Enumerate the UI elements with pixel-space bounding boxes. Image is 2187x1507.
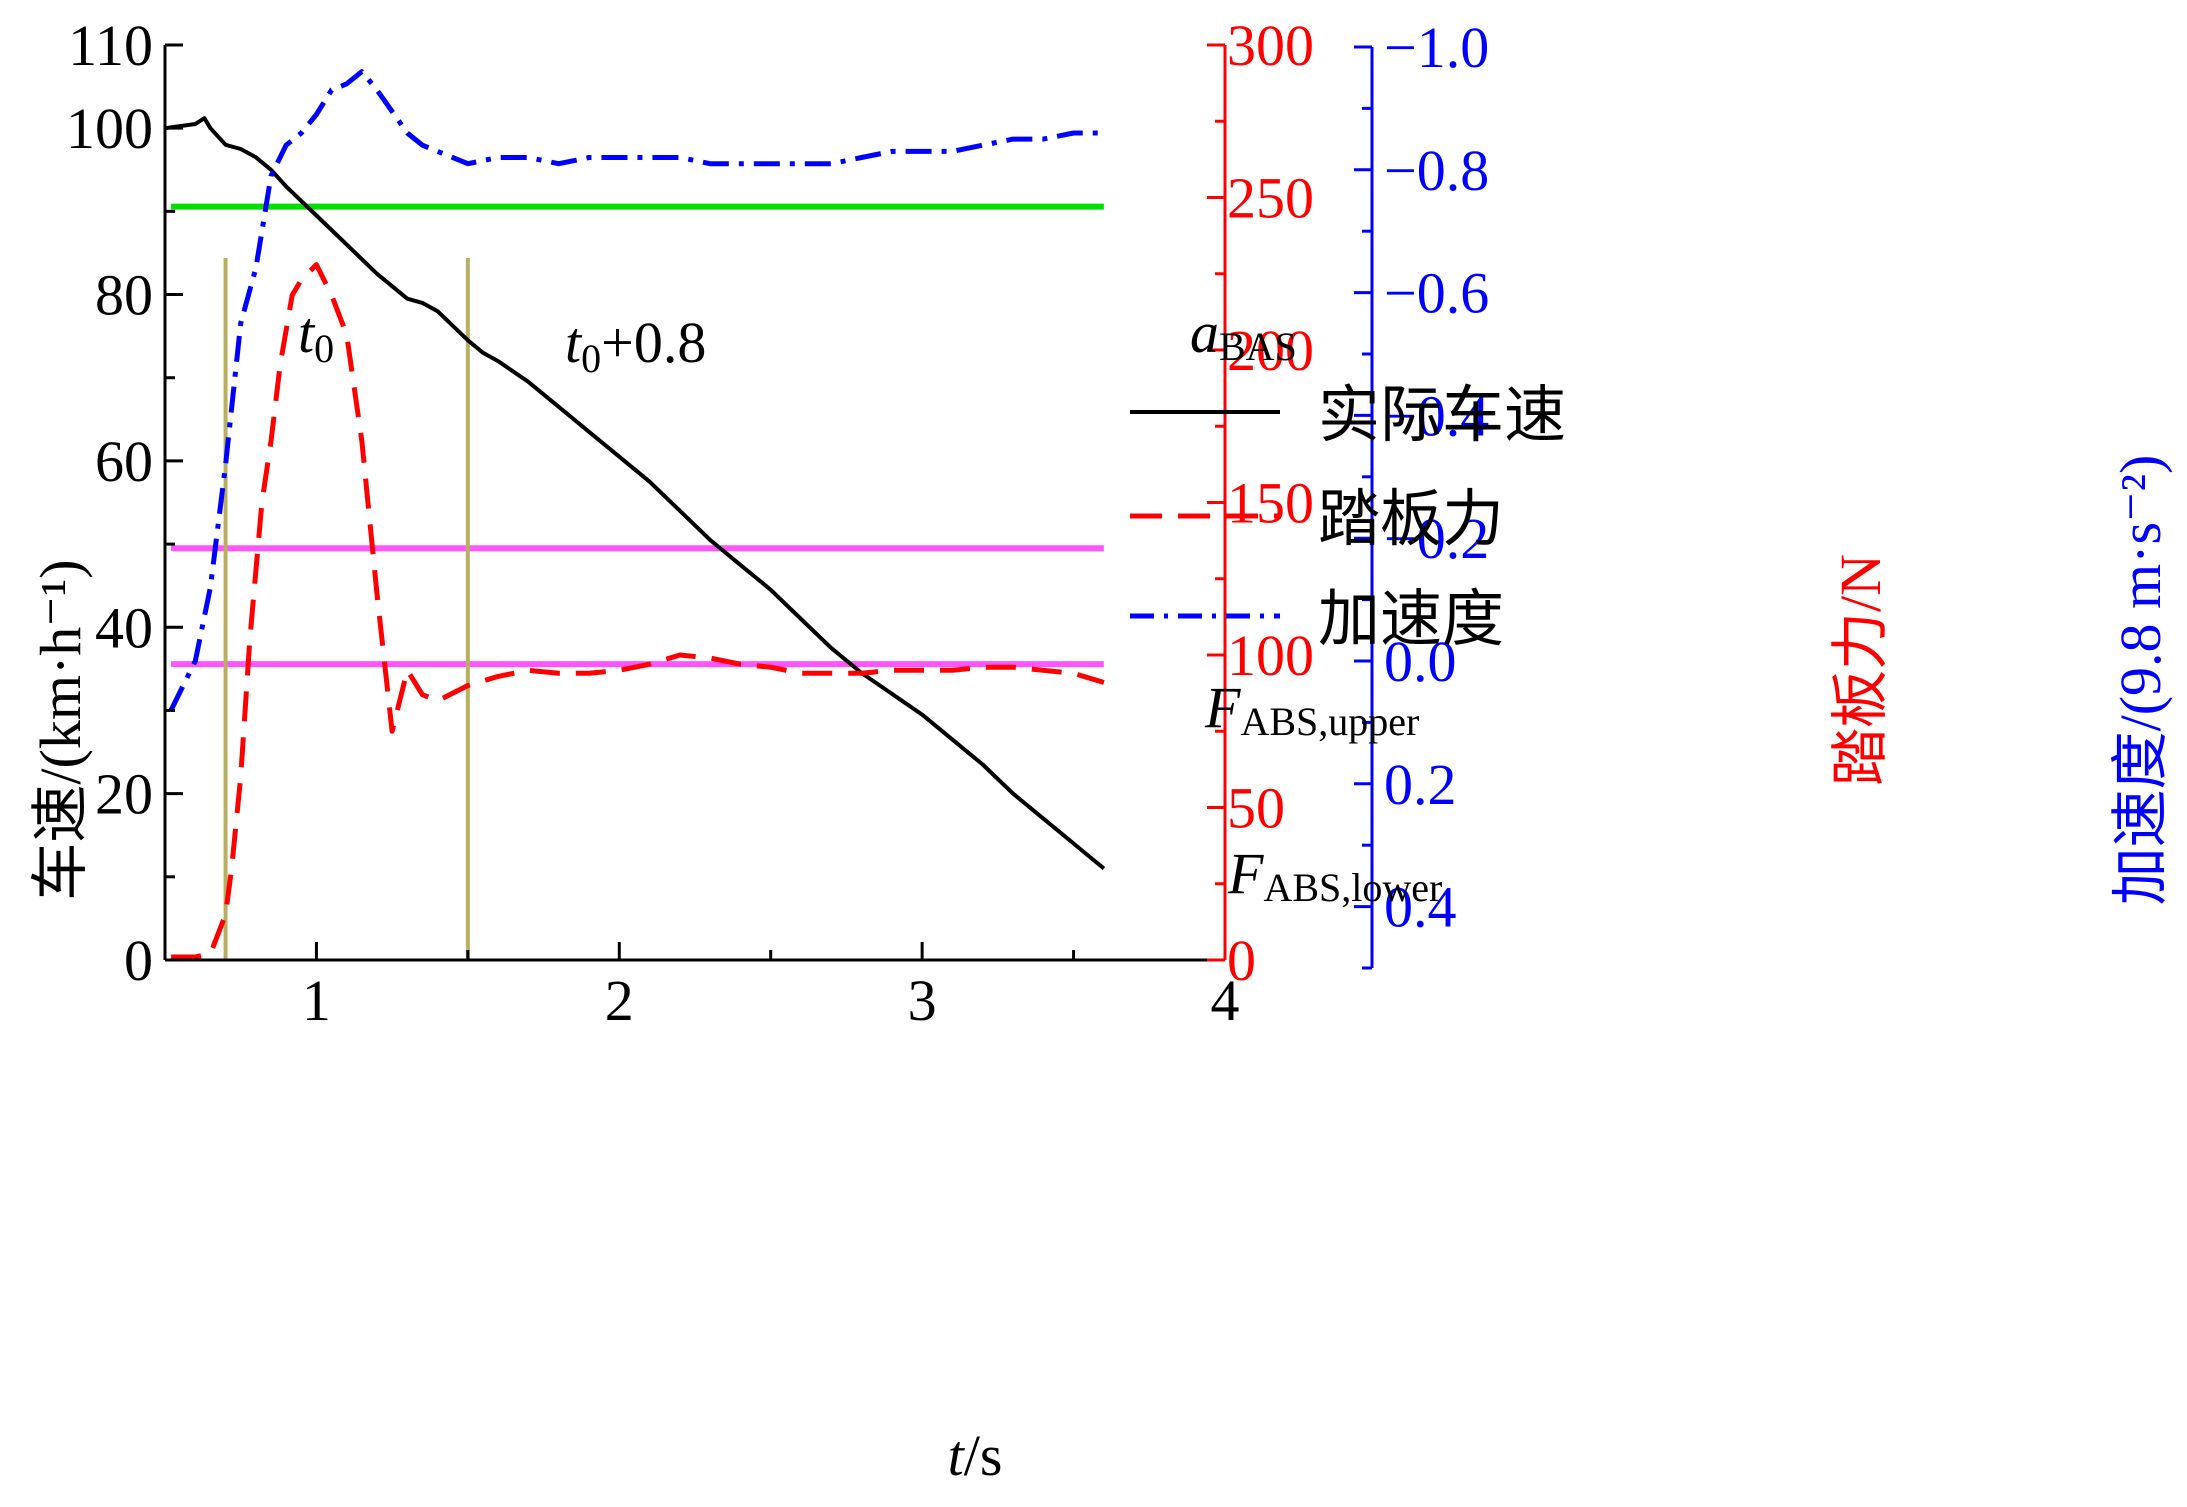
left-y-axis: 0 20 40 60 80 100 110 <box>66 13 183 993</box>
right-tick-label: 0.4 <box>1384 875 1457 940</box>
left-tick-label: 110 <box>68 13 153 78</box>
x-axis-label: t/s <box>948 1423 1003 1488</box>
right-tick-label: −0.6 <box>1384 261 1489 326</box>
x-tick-label: 4 <box>1211 968 1240 1033</box>
mid-tick-label: 250 <box>1227 166 1314 231</box>
right-tick-label: −0.2 <box>1384 506 1489 571</box>
pedal-force-line <box>171 262 1105 960</box>
x-tick-label: 2 <box>605 968 634 1033</box>
x-axis-label-rest: /s <box>964 1423 1003 1488</box>
speed-line <box>164 116 1106 871</box>
legend-label-speed: 实际车速 <box>1318 382 1566 450</box>
acceleration-line <box>168 69 1104 712</box>
right-tick-label: −0.4 <box>1384 383 1489 448</box>
right-tick-label: −0.8 <box>1384 138 1489 203</box>
x-axis-label-italic: t <box>948 1423 966 1488</box>
legend: 实际车速 踏板力 加速度 <box>1130 382 1566 654</box>
f-abs-lower-label-sub: ABS,lower <box>1263 865 1442 910</box>
mid-tick-label: 100 <box>1227 623 1314 688</box>
mid-y-axis-label: 踏板力/N <box>1828 554 1893 786</box>
mid-tick-label: 50 <box>1227 776 1285 841</box>
x-axis: 1 2 3 4 <box>165 942 1240 1033</box>
mid-tick-label: 0 <box>1227 928 1256 993</box>
f-abs-lower-label: FABS,lower <box>1227 841 1442 910</box>
right-tick-label: −1.0 <box>1384 15 1489 80</box>
mid-tick-label: 300 <box>1227 13 1314 78</box>
a-bas-label-italic: a <box>1190 300 1219 365</box>
legend-label-pedal: 踏板力 <box>1318 486 1504 554</box>
f-abs-upper-label-italic: F <box>1204 675 1241 740</box>
series-layer <box>164 69 1106 960</box>
left-tick-label: 0 <box>124 928 153 993</box>
marker-label-t0-plus-sub: 0 <box>581 336 601 381</box>
left-tick-label: 80 <box>95 263 153 328</box>
marker-label-t0-plus-italic: t <box>565 310 583 375</box>
pedal-force-axis: 0 50 100 150 200 250 300 <box>1207 13 1314 993</box>
f-abs-upper-label-sub: ABS,upper <box>1240 699 1419 744</box>
marker-label-t0-plus: t0+0.8 <box>565 310 706 381</box>
left-tick-label: 60 <box>95 429 153 494</box>
mid-tick-label: 200 <box>1227 318 1314 383</box>
x-tick-label: 3 <box>908 968 937 1033</box>
a-bas-label-sub: BAS <box>1219 324 1297 369</box>
left-tick-label: 100 <box>66 96 153 161</box>
f-abs-lower-label-italic: F <box>1227 841 1264 906</box>
marker-label-t0-italic: t <box>298 300 316 365</box>
f-abs-upper-label: FABS,upper <box>1204 675 1419 744</box>
right-tick-label: 0.0 <box>1384 629 1457 694</box>
x-tick-label: 1 <box>302 968 331 1033</box>
marker-label-t0: t0 <box>298 300 334 371</box>
left-y-axis-label: 车速/(km·h⁻¹) <box>28 559 93 900</box>
acceleration-axis: 0.4 0.2 0.0 −0.2 −0.4 −0.6 −0.8 −1.0 <box>1354 15 1489 970</box>
marker-label-t0-plus-rest: +0.8 <box>601 310 706 375</box>
right-tick-label: 0.2 <box>1384 752 1457 817</box>
mid-tick-label: 150 <box>1227 471 1314 536</box>
left-tick-label: 20 <box>95 762 153 827</box>
time-marker-lines <box>223 258 470 960</box>
legend-label-accel: 加速度 <box>1318 586 1504 654</box>
right-y-axis-label: 加速度/(9.8 m·s⁻²) <box>2108 455 2173 906</box>
left-tick-label: 40 <box>95 595 153 660</box>
a-bas-label: aBAS <box>1190 300 1297 369</box>
marker-label-t0-sub: 0 <box>314 326 334 371</box>
